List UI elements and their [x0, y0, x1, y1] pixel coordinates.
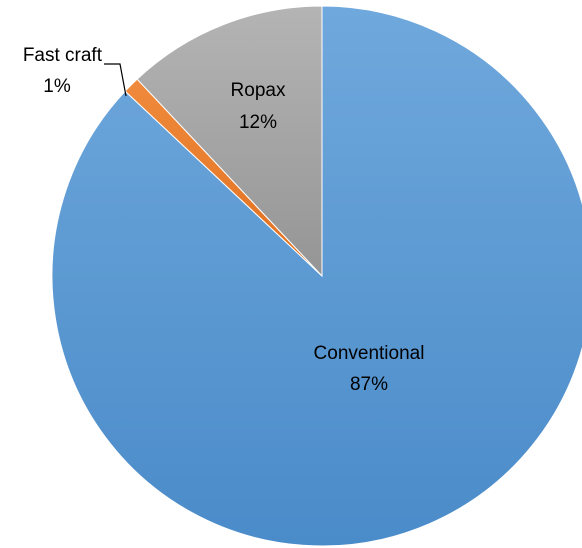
slice-percent-fast-craft: 1% [43, 76, 71, 97]
slice-ropax [136, 5, 323, 278]
fast-craft-leader-line [104, 63, 127, 97]
slice-label-fast-craft: Fast craft [23, 45, 103, 66]
slice-label-ropax: Ropax [231, 80, 286, 101]
slice-conventional [51, 5, 582, 547]
slice-label-conventional: Conventional [314, 343, 425, 364]
slice-percent-conventional: 87% [350, 374, 388, 395]
slice-percent-ropax: 12% [239, 112, 277, 133]
